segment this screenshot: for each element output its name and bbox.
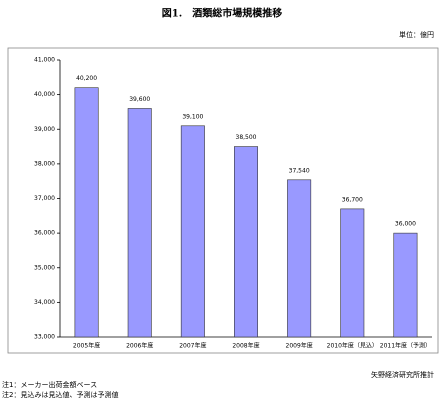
bar: [180, 125, 205, 338]
y-tick-label: 36,000: [34, 230, 55, 237]
data-label: 37,540: [289, 167, 310, 174]
data-label: 39,600: [129, 96, 150, 103]
chart-frame: [7, 47, 439, 354]
chart-title: 図1. 酒類総市場規模推移: [162, 7, 282, 20]
y-tick-label: 38,000: [34, 160, 55, 167]
x-tick-label: 2006年度: [126, 342, 153, 350]
note: 注2：見込みは見込値、予測は予測値: [2, 390, 118, 399]
source: 矢野経済研究所推計: [371, 370, 434, 379]
bar: [287, 179, 312, 338]
bar: [74, 87, 99, 338]
x-tick-label: 2008年度: [232, 342, 259, 350]
x-tick-label: 2009年度: [286, 342, 313, 350]
unit-label: 単位：億円: [399, 30, 434, 39]
data-label: 39,100: [182, 113, 203, 120]
x-tick-label: 2007年度: [179, 342, 206, 350]
data-label: 38,500: [236, 134, 257, 141]
data-label: 40,200: [76, 75, 97, 82]
data-label: 36,700: [342, 196, 363, 203]
bar: [234, 146, 258, 338]
y-tick-label: 34,000: [34, 299, 55, 306]
bar: [340, 208, 365, 338]
y-tick-label: 40,000: [34, 91, 55, 98]
x-tick-label: 2005年度: [73, 342, 100, 350]
x-tick-label: 2011年度（予測）: [380, 342, 431, 350]
y-tick-label: 39,000: [34, 126, 55, 133]
bar: [127, 108, 152, 338]
y-tick-label: 33,000: [34, 334, 55, 341]
y-tick-label: 37,000: [34, 195, 55, 202]
y-tick-label: 41,000: [34, 57, 55, 64]
x-tick-label: 2010年度（見込）: [327, 342, 378, 350]
data-label: 36,000: [395, 221, 416, 228]
bar: [393, 232, 418, 338]
y-tick-label: 35,000: [34, 264, 55, 271]
note: 注1：メーカー出荷金額ベース: [2, 380, 97, 389]
